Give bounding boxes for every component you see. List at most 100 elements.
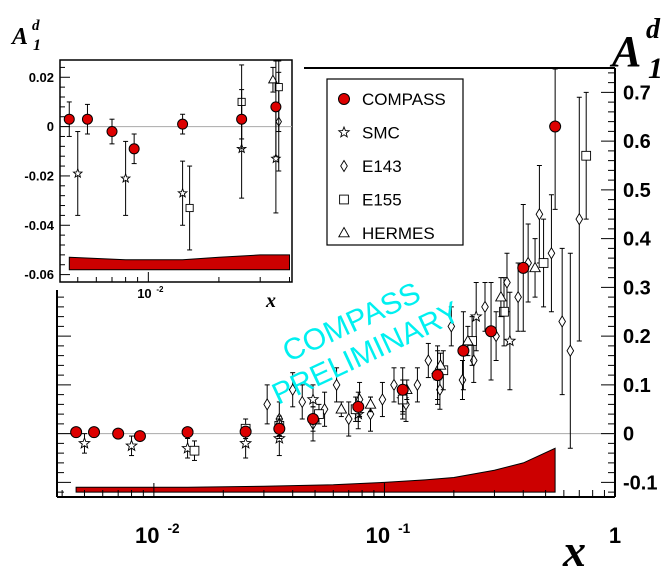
main-e143-point [535,207,544,221]
main-smc-point [503,334,517,347]
main-series-compass [70,68,562,443]
inset-compass-point [236,113,248,125]
main-e143-point [547,246,556,260]
main-compass-point [112,427,125,440]
main-e143-point [298,395,307,409]
main-e143-point [503,276,511,289]
main-y-tick-label: 0.5 [623,180,651,202]
main-e143-point [575,212,584,226]
inset-systematic-band [68,254,290,271]
main-compass-point [307,413,320,425]
main-x-tick-label: 10 [135,523,159,548]
main-compass-point [273,422,286,435]
main-data-points [70,68,592,461]
legend-label-hermes: HERMES [362,224,435,243]
inset-y-tick-label: 0 [47,119,54,134]
legend-box [326,78,464,246]
legend-marker-compass [338,93,350,105]
main-x-tick-label: 1 [609,523,621,548]
legend-marker-smc [337,125,351,138]
main-e143-point [424,354,433,367]
main-hermes-point [494,290,507,302]
main-left-axis-ticks [56,290,71,497]
main-y-tick-label: -0.1 [623,472,657,494]
inset-y-axis-title-sup: d [32,18,40,34]
main-y-tick-label: 0.7 [623,82,651,104]
main-y-tick-label: 0.3 [623,277,651,299]
inset-series-compass [63,60,282,165]
main-e143-point [344,412,353,426]
main-e143-point [481,300,489,314]
preliminary-watermark: COMPASS PRELIMINARY [267,276,465,411]
main-e155-point [581,150,592,161]
legend-label-compass: COMPASS [362,90,446,109]
inset-series-hermes [267,66,278,93]
inset-y-tick-label: -0.04 [24,218,54,233]
inset-compass-point [270,101,282,113]
main-smc-point [125,439,139,452]
main-compass-point [517,261,530,274]
main-e143-point [378,393,387,406]
main-y-axis-title-base: A [609,27,641,76]
main-hermes-point [461,334,474,346]
main-y-tick-label: 0.4 [623,229,652,251]
main-e143-point [413,378,422,392]
inset-e155-point [274,83,283,92]
main-compass-point [88,426,101,439]
main-e143-point [458,373,467,387]
main-hermes-point [335,402,348,414]
main-hermes-point [434,358,447,370]
main-hermes-point [529,261,542,273]
main-compass-point [70,426,83,439]
inset-compass-point [106,126,118,138]
inset-y-axis-title-sub: 1 [33,37,41,54]
main-compass-point [181,426,194,439]
main-e143-point [447,320,456,333]
inset-hermes-point [267,74,278,84]
main-y-axis: -0.1 0 0.1 0.2 0.3 0.4 0.5 0.6 0.7 [601,72,657,494]
inset-compass-point [128,143,140,155]
main-e143-point [390,378,398,392]
inset-plot: 10 -2 0.02 0 -0.02 -0.04 -0.06 x A d 1 [10,18,293,312]
inset-x-tick-label: 10 [137,286,151,301]
main-smc-point [77,436,91,449]
legend-marker-e143 [340,159,348,173]
main-y-axis-title: A d 1 [609,14,663,85]
main-systematic-error-band [75,447,556,493]
inset-x-axis: 10 -2 [77,272,290,301]
legend-label-e143: E143 [362,157,402,176]
legend-marker-hermes [338,226,350,238]
inset-x-axis-title: x [265,290,276,312]
main-e143-point [558,315,566,328]
main-x-axis-title: x [562,525,586,572]
inset-y-axis: 0.02 0 -0.02 -0.04 -0.06 [24,66,70,282]
main-e155-point [499,306,509,317]
main-smc-point [239,436,253,449]
inset-compass-point [63,113,75,125]
inset-smc-point [72,167,84,179]
inset-data-points [63,60,283,251]
legend-label-smc: SMC [362,124,400,143]
main-compass-point [352,400,365,413]
main-compass-point [239,425,252,438]
main-compass-point [431,369,444,382]
inset-y-tick-label: -0.06 [24,267,54,282]
inset-x-tick-label-exponent: -2 [156,285,164,294]
inset-frame [59,59,293,283]
main-y-axis-title-sup: d [646,14,661,45]
main-x-tick-label: 10 [366,523,390,548]
inset-e155-point [185,203,194,213]
main-x-tick-label-exponent: -2 [168,521,181,536]
main-y-tick-label: 0.1 [623,375,651,397]
main-y-tick-label: 0 [623,424,634,446]
inset-y-tick-label: -0.02 [24,168,54,183]
inset-y-axis-title: A d 1 [10,18,41,54]
main-e143-point [514,290,522,304]
main-hermes-point [364,397,377,409]
inset-y-tick-label: 0.02 [29,70,54,85]
main-compass-point [457,344,470,357]
main-y-tick-label: 0.6 [623,131,651,153]
inset-y-axis-title-base: A [10,24,28,50]
main-smc-point [469,309,483,323]
